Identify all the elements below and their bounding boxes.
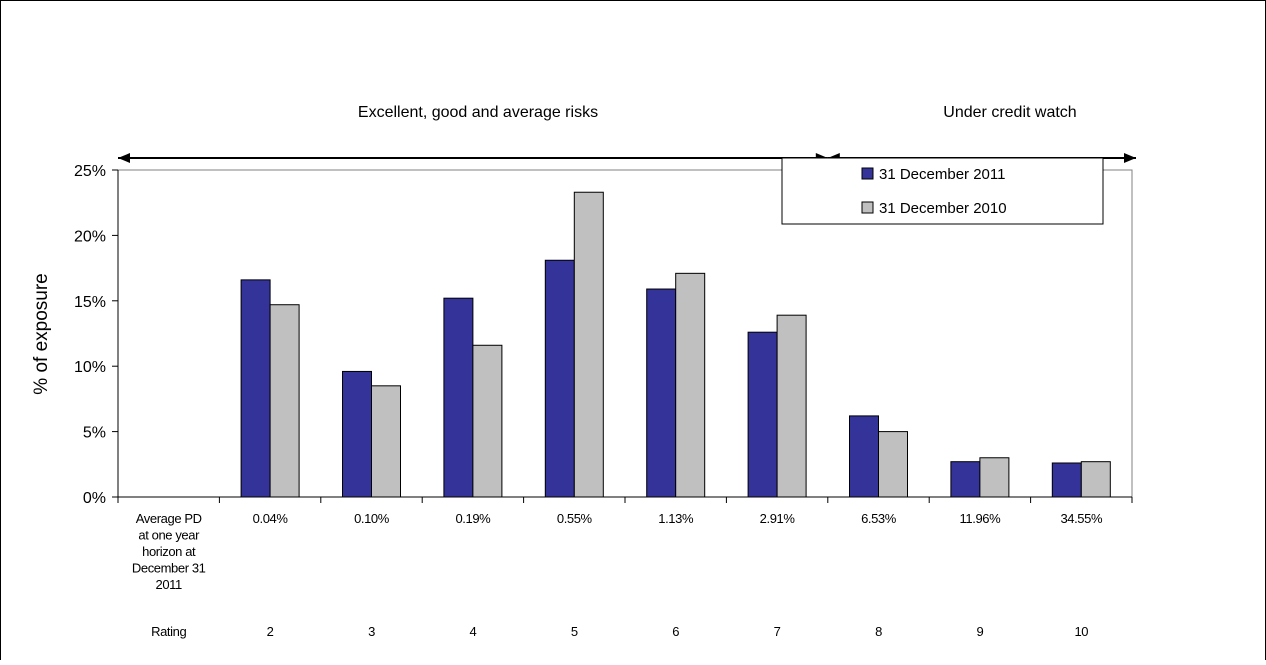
legend-swatch [861,201,874,214]
band-arrow-2-head-right [1124,153,1136,163]
legend: 31 December 2011 31 December 2010 [781,157,1104,225]
pd-row-label: at one year [138,528,200,543]
y-tick-label: 15% [74,294,106,311]
band-label: Excellent, good and average risks [358,104,598,121]
bar-series-2-9 [979,457,1010,498]
bar-series-2-5 [573,191,604,498]
bar-series-2-2 [269,304,300,498]
x-tick-label: 6 [672,624,679,639]
bar-series-1-3 [342,370,372,498]
x-tick-label: 3 [368,624,375,639]
y-tick-label: 10% [74,359,106,376]
legend-swatch [861,167,874,180]
x-tick-label: 4 [469,624,476,639]
y-tick-label: 25% [74,163,106,180]
bar-series-1-6 [646,288,677,498]
x-tick-label: 9 [976,624,983,639]
y-axis-label: % of exposure [31,273,52,394]
bar-series-1-10 [1051,462,1082,498]
y-tick-label: 20% [74,228,106,245]
pd-value-label: 34.55% [1060,511,1103,526]
bar-series-1-7 [747,331,778,498]
bar-series-2-8 [878,431,908,498]
pd-value-label: 0.19% [455,511,491,526]
x-axis: 0.04% 0.10% 0.19% 0.55% 1.13% 2.91% 6.53% 11.96… [117,496,1133,639]
legend-entry: 31 December 2010 [879,200,1007,217]
bar-series-1-2 [240,279,271,498]
x-tick-label: 5 [571,624,578,639]
pd-row-label: December 31 [132,561,206,576]
pd-value-label: 1.13% [658,511,694,526]
bar-series-1-5 [544,259,575,498]
pd-value-label: 0.10% [354,511,390,526]
bar-series-2-10 [1080,461,1111,498]
pd-value-label: 11.96% [960,511,1002,526]
bar-series-1-9 [950,461,981,498]
band-label: Under credit watch [943,104,1076,121]
bar-series-2-4 [472,344,503,498]
bar-series-2-6 [675,272,706,498]
bar-series-1-8 [849,415,879,498]
x-tick-label: 7 [774,624,781,639]
pd-value-label: 6.53% [861,511,897,526]
pd-value-label: 0.04% [253,511,289,526]
band-arrow-1-head-left [118,153,130,163]
bars [240,191,1111,498]
y-tick-label: 5% [83,425,106,442]
y-axis: 0% 5% 10% 15% 20% 25% [74,163,119,507]
x-tick-label: 8 [875,624,882,639]
legend-box [781,157,1104,225]
pd-row-label: 2011 [156,577,183,592]
y-tick-label: 0% [83,490,106,507]
x-tick-label: 10 [1074,624,1088,639]
pd-value-label: 0.55% [557,511,593,526]
pd-row-label: horizon at [142,544,196,559]
risk-bands: Excellent, good and average risks Under c… [118,104,1136,163]
x-tick-label: 2 [267,624,274,639]
bar-series-1-4 [443,297,474,498]
bar-series-2-7 [776,314,807,498]
legend-entry: 31 December 2011 [879,166,1005,183]
bar-series-2-3 [371,385,401,498]
pd-row-label: Average PD [136,511,202,526]
pd-value-label: 2.91% [760,511,796,526]
rating-row-label: Rating [151,624,186,639]
